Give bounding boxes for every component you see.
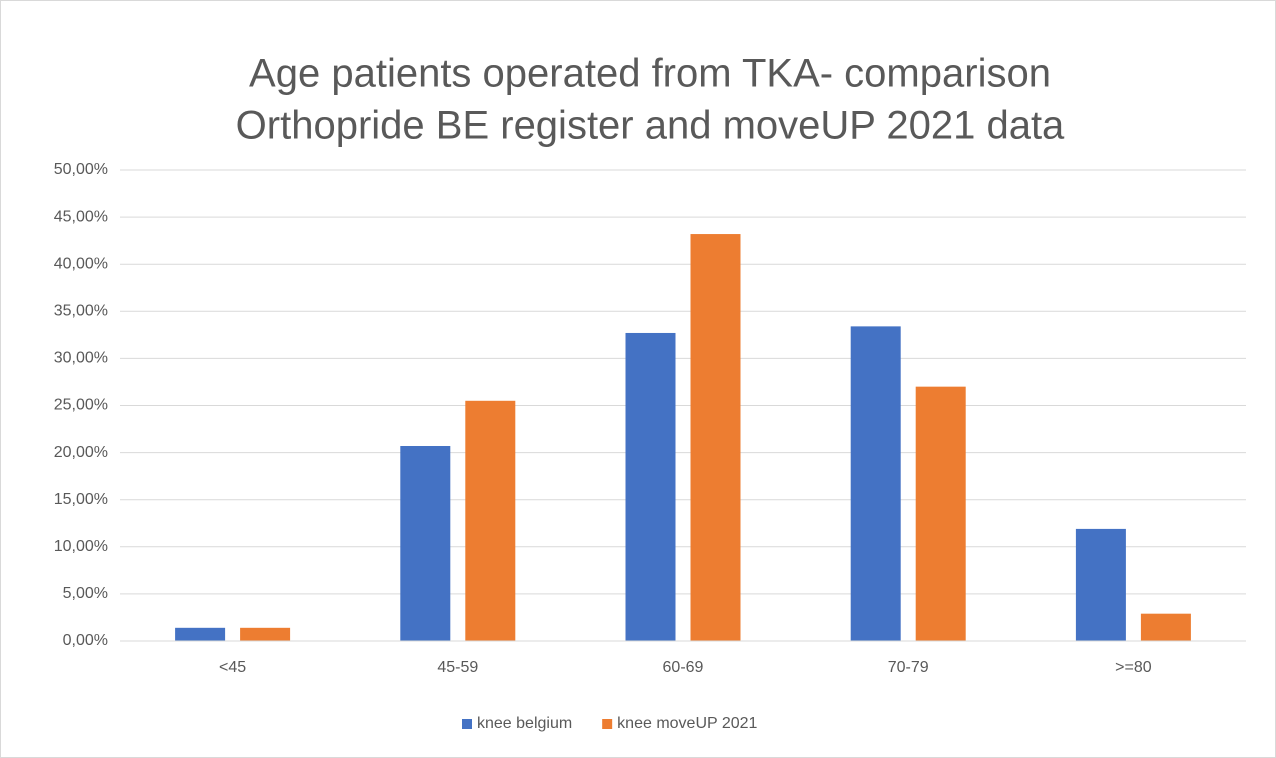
bar (240, 627, 291, 641)
bar (1075, 528, 1126, 641)
bar (625, 332, 676, 641)
legend-label: knee belgium (477, 715, 572, 732)
legend-swatch (462, 719, 472, 729)
y-tick-label: 30,00% (54, 350, 108, 367)
legend-label: knee moveUP 2021 (617, 715, 757, 732)
bar (465, 400, 516, 641)
y-tick-label: 35,00% (54, 303, 108, 320)
bar (175, 627, 226, 641)
x-tick-label: 45-59 (437, 659, 478, 676)
y-tick-label: 45,00% (54, 208, 108, 225)
x-tick-label: >=80 (1115, 659, 1152, 676)
y-tick-label: 50,00% (54, 161, 108, 178)
bar (690, 234, 741, 641)
y-tick-label: 20,00% (54, 444, 108, 461)
chart-title: Orthopride BE register and moveUP 2021 d… (236, 104, 1065, 148)
y-tick-label: 0,00% (63, 632, 108, 649)
bar (850, 326, 901, 641)
legend-swatch (602, 719, 613, 729)
bar (1140, 613, 1191, 641)
x-tick-label: <45 (219, 659, 246, 676)
bar (400, 446, 451, 641)
chart-title: Age patients operated from TKA- comparis… (249, 52, 1051, 96)
y-tick-label: 5,00% (63, 585, 108, 602)
x-tick-label: 70-79 (888, 659, 929, 676)
x-tick-label: 60-69 (663, 659, 704, 676)
y-tick-label: 15,00% (54, 491, 108, 508)
y-tick-label: 10,00% (54, 538, 108, 555)
y-tick-label: 40,00% (54, 255, 108, 272)
bar (915, 386, 966, 641)
y-tick-label: 25,00% (54, 397, 108, 414)
